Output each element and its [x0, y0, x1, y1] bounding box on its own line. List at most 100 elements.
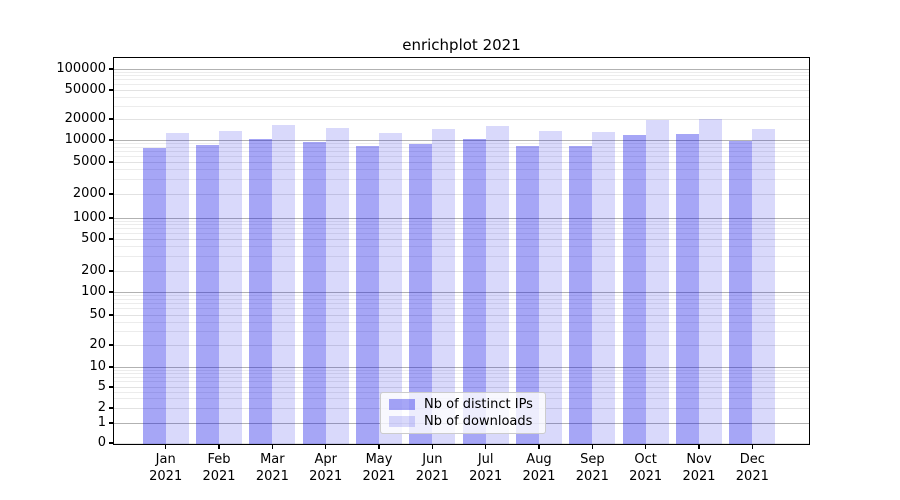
gridline: [114, 118, 809, 120]
minor-gridline: [114, 372, 809, 374]
x-tick-label: Aug 2021: [509, 451, 569, 485]
y-tick-mark: [109, 386, 113, 388]
minor-gridline: [114, 220, 809, 222]
x-tick-mark: [378, 445, 380, 449]
y-tick-mark: [109, 407, 113, 409]
minor-gridline: [114, 376, 809, 378]
y-tick-mark: [109, 89, 113, 91]
y-tick-mark: [109, 422, 113, 424]
bar-downloads: [752, 128, 776, 444]
x-tick-mark: [218, 445, 220, 449]
bar-downloads: [219, 130, 243, 444]
x-tick-month: Jul: [477, 452, 494, 467]
x-tick-label: Jan 2021: [136, 451, 196, 485]
legend-row: Nb of distinct IPs: [389, 397, 537, 412]
x-tick-label: Sep 2021: [562, 451, 622, 485]
chart-title: enrichplot 2021: [402, 36, 521, 54]
x-tick-month: Apr: [314, 452, 337, 467]
gridline: [114, 291, 809, 293]
y-tick-mark: [109, 139, 113, 141]
minor-gridline: [114, 179, 809, 181]
x-tick-year: 2021: [202, 469, 236, 484]
y-tick-label: 5000: [72, 154, 106, 169]
bar-downloads: [592, 131, 616, 444]
y-tick-mark: [109, 161, 113, 163]
y-tick-label: 100000: [56, 61, 106, 76]
x-tick-month: Jun: [422, 452, 443, 467]
bar-downloads: [379, 133, 403, 444]
bar-downloads: [325, 128, 349, 444]
y-tick-label: 0: [97, 435, 106, 450]
minor-gridline: [114, 256, 809, 258]
bar-downloads: [272, 125, 296, 444]
x-tick-label: May 2021: [349, 451, 409, 485]
y-tick-label: 2000: [72, 186, 106, 201]
legend-label: Nb of distinct IPs: [424, 397, 533, 412]
gridline: [114, 238, 809, 240]
minor-gridline: [114, 150, 809, 152]
minor-gridline: [114, 83, 809, 85]
minor-gridline: [114, 142, 809, 144]
bar-distinct-ips: [409, 143, 433, 444]
x-tick-year: 2021: [415, 469, 449, 484]
minor-gridline: [114, 303, 809, 305]
minor-gridline: [114, 96, 809, 98]
minor-gridline: [114, 246, 809, 248]
x-tick-month: Aug: [526, 452, 552, 467]
legend-label: Nb of downloads: [424, 414, 533, 429]
gridline: [114, 68, 809, 70]
minor-gridline: [114, 228, 809, 230]
x-tick-year: 2021: [469, 469, 503, 484]
x-tick-mark: [698, 445, 700, 449]
x-tick-month: Feb: [207, 452, 231, 467]
x-tick-month: May: [365, 452, 393, 467]
x-tick-year: 2021: [255, 469, 289, 484]
minor-gridline: [114, 321, 809, 323]
gridline: [114, 314, 809, 316]
x-tick-month: Sep: [580, 452, 605, 467]
gridline: [114, 386, 809, 388]
bar-distinct-ips: [676, 133, 699, 444]
y-tick-label: 100: [81, 284, 106, 299]
gridline: [114, 270, 809, 272]
y-tick-mark: [109, 442, 113, 444]
bar-distinct-ips: [249, 139, 273, 444]
minor-gridline: [114, 381, 809, 383]
x-tick-label: Nov 2021: [669, 451, 729, 485]
minor-gridline: [114, 298, 809, 300]
y-tick-label: 50000: [64, 82, 106, 97]
minor-gridline: [114, 169, 809, 171]
y-tick-label: 200: [81, 263, 106, 278]
x-tick-label: Oct 2021: [616, 451, 676, 485]
gridline: [114, 366, 809, 368]
bar-downloads: [699, 119, 722, 444]
x-tick-mark: [644, 445, 647, 449]
y-tick-mark: [109, 366, 113, 368]
minor-gridline: [114, 308, 809, 310]
bar-downloads: [485, 125, 509, 444]
y-tick-label: 2: [97, 400, 106, 415]
x-tick-year: 2021: [362, 469, 396, 484]
x-tick-month: Dec: [739, 452, 765, 467]
bar-downloads: [645, 119, 669, 444]
x-tick-year: 2021: [309, 469, 343, 484]
y-tick-label: 1000: [72, 210, 106, 225]
x-tick-label: Apr 2021: [296, 451, 356, 485]
y-tick-mark: [109, 238, 113, 240]
y-tick-label: 50: [89, 307, 106, 322]
bar-distinct-ips: [516, 146, 539, 444]
x-tick-label: Mar 2021: [242, 451, 302, 485]
minor-gridline: [114, 79, 809, 81]
x-tick-year: 2021: [522, 469, 556, 484]
bar-distinct-ips: [729, 140, 753, 444]
legend-swatch: [389, 399, 415, 410]
x-tick-mark: [591, 445, 594, 449]
y-tick-mark: [109, 291, 113, 293]
legend-row: Nb of downloads: [389, 414, 537, 429]
y-tick-label: 5: [97, 379, 106, 394]
bar-distinct-ips: [569, 145, 593, 444]
y-tick-mark: [109, 118, 113, 120]
minor-gridline: [114, 155, 809, 157]
bar-distinct-ips: [302, 141, 326, 444]
